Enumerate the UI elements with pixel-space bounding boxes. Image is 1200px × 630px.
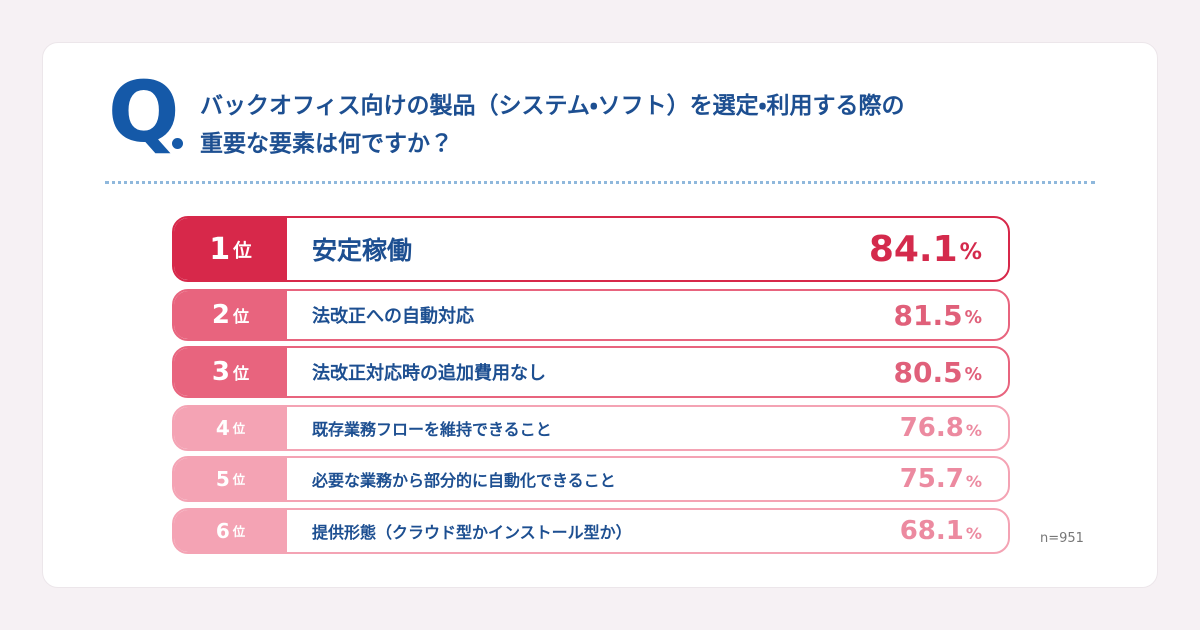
rank-suffix: 位 bbox=[232, 364, 250, 383]
item-label: 法改正対応時の追加費用なし bbox=[312, 363, 546, 384]
rank-suffix: 位 bbox=[232, 421, 246, 436]
item-label: 法改正への自動対応 bbox=[312, 306, 474, 327]
sample-size: n=951 bbox=[1040, 531, 1084, 546]
rank-number: 5 bbox=[215, 467, 230, 491]
percentage: 81.5% bbox=[894, 291, 983, 339]
rank-number: 1 bbox=[209, 231, 231, 267]
divider bbox=[105, 181, 1095, 184]
question-line: 重要な要素は何ですか？ bbox=[200, 131, 453, 157]
percent-unit: % bbox=[965, 523, 982, 543]
rank-suffix: 位 bbox=[232, 524, 246, 539]
percent-value: 81.5 bbox=[893, 298, 963, 332]
question-line: バックオフィス向けの製品（システム・ソフト）を選定・利用する際の bbox=[200, 93, 905, 119]
item-label: 提供形態（クラウド型かインストール型か） bbox=[312, 523, 632, 542]
percent-unit: % bbox=[965, 420, 982, 440]
question-mark: Q bbox=[108, 63, 180, 161]
percentage: 80.5% bbox=[894, 348, 983, 396]
item-label: 必要な業務から部分的に自動化できること bbox=[312, 471, 616, 490]
rank-number: 6 bbox=[215, 519, 230, 543]
item-label: 既存業務フローを維持できること bbox=[312, 420, 552, 439]
rank-row: 5 位 必要な業務から部分的に自動化できること 75.7% bbox=[172, 456, 1010, 502]
percent-value: 68.1 bbox=[899, 516, 964, 546]
rank-suffix: 位 bbox=[232, 472, 246, 487]
percentage: 75.7% bbox=[900, 458, 982, 500]
rank-number: 3 bbox=[211, 357, 230, 387]
rank-row: 6 位 提供形態（クラウド型かインストール型か） 68.1% bbox=[172, 508, 1010, 554]
rank-number: 4 bbox=[215, 416, 230, 440]
percentage: 84.1% bbox=[869, 218, 982, 280]
rank-suffix: 位 bbox=[233, 240, 252, 262]
percentage: 76.8% bbox=[900, 407, 982, 449]
percent-unit: % bbox=[964, 307, 982, 328]
rank-row: 4 位 既存業務フローを維持できること 76.8% bbox=[172, 405, 1010, 451]
rank-number: 2 bbox=[211, 300, 230, 330]
percent-unit: % bbox=[964, 364, 982, 385]
percent-value: 84.1 bbox=[868, 228, 958, 270]
percent-unit: % bbox=[965, 471, 982, 491]
percent-unit: % bbox=[959, 239, 982, 266]
rank-suffix: 位 bbox=[232, 307, 250, 326]
rank-row: 3 位 法改正対応時の追加費用なし 80.5% bbox=[172, 346, 1010, 398]
rank-row: 2 位 法改正への自動対応 81.5% bbox=[172, 289, 1010, 341]
percent-value: 80.5 bbox=[893, 355, 963, 389]
rank-row: 1 位安定稼働 84.1% bbox=[172, 216, 1010, 282]
percentage: 68.1% bbox=[900, 510, 982, 552]
percent-value: 76.8 bbox=[899, 413, 964, 443]
question-dot bbox=[172, 138, 183, 149]
item-label: 安定稼働 bbox=[312, 236, 413, 265]
percent-value: 75.7 bbox=[899, 464, 964, 494]
